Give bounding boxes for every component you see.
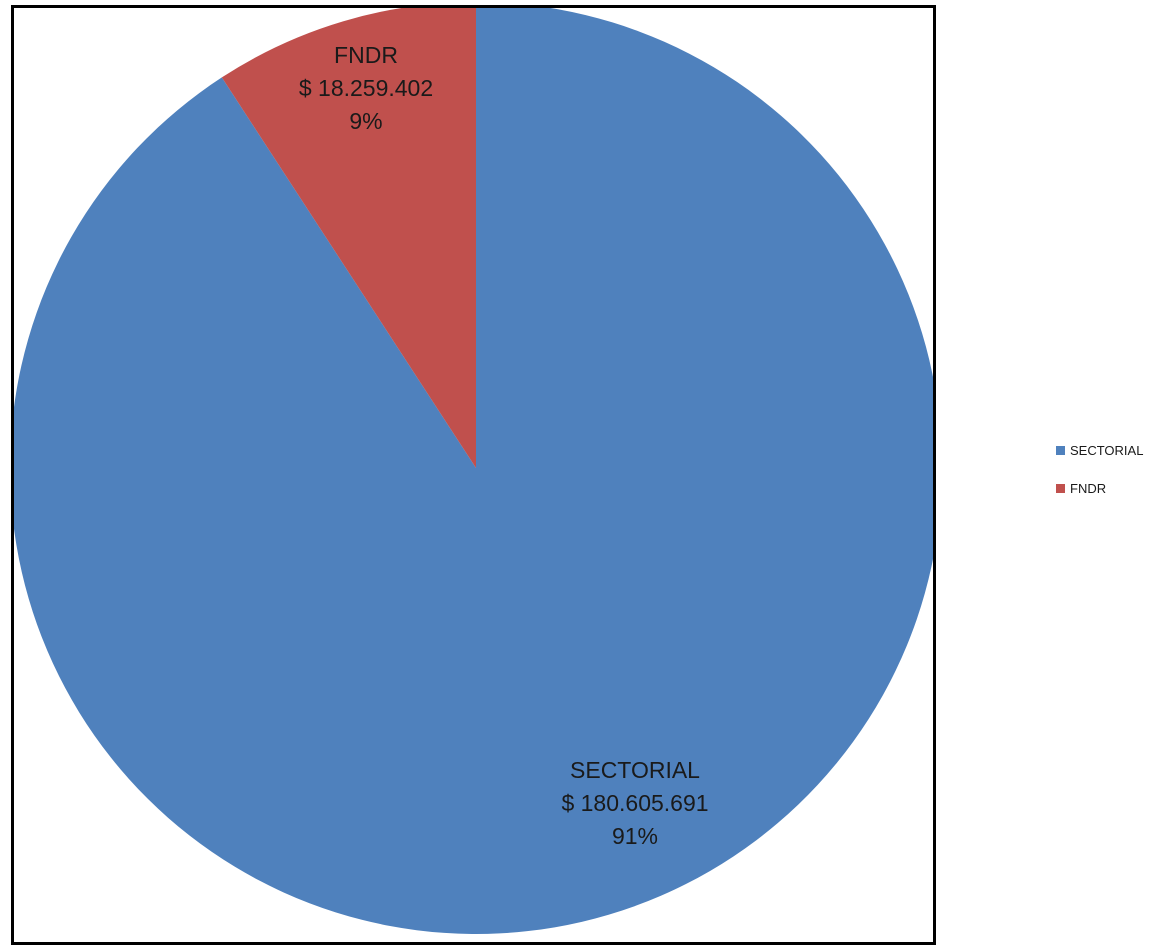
slice-label-fndr: FNDR $ 18.259.402 9% <box>299 42 433 134</box>
pie-slice-sectorial <box>14 8 933 934</box>
pie-chart: SECTORIAL $ 180.605.691 91% FNDR $ 18.259.40… <box>14 8 933 934</box>
chart-frame: SECTORIAL $ 180.605.691 91% FNDR $ 18.259.40… <box>11 5 936 945</box>
legend-swatch-sectorial <box>1056 445 1065 455</box>
slice-label-name-sectorial: SECTORIAL <box>570 757 700 783</box>
legend-label-fndr: FNDR <box>1070 480 1107 496</box>
slice-label-sectorial: SECTORIAL $ 180.605.691 91% <box>561 757 708 849</box>
slice-label-value-fndr: $ 18.259.402 <box>299 75 433 101</box>
slice-label-percent-sectorial: 91% <box>612 823 658 849</box>
pie-slice-fndr <box>221 8 476 468</box>
legend-swatch-fndr <box>1056 483 1065 493</box>
legend-label-sectorial: SECTORIAL <box>1070 442 1144 458</box>
slice-label-percent-fndr: 9% <box>349 108 382 134</box>
legend: SECTORIAL FNDR <box>1056 440 1143 516</box>
slice-label-name-fndr: FNDR <box>334 42 398 68</box>
legend-item-sectorial: SECTORIAL <box>1056 440 1143 460</box>
slice-label-value-sectorial: $ 180.605.691 <box>561 790 708 816</box>
legend-item-fndr: FNDR <box>1056 478 1143 498</box>
